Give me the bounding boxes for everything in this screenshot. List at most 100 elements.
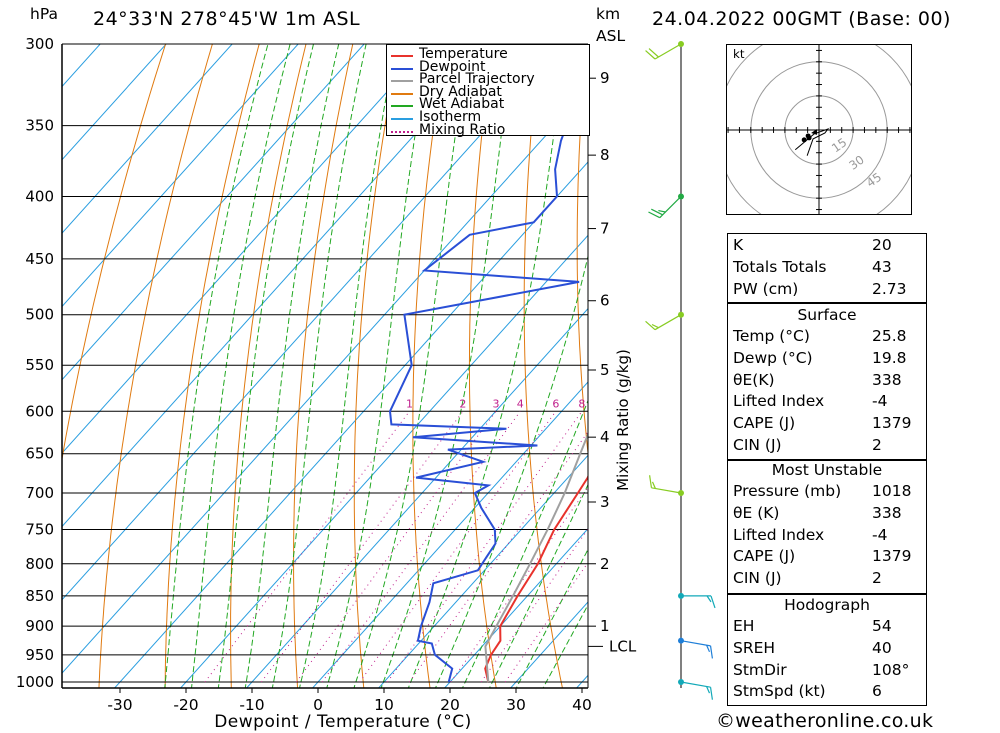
legend-item: Wet Adiabat	[387, 96, 587, 112]
datetime-title: 24.04.2022 00GMT (Base: 00)	[652, 8, 951, 30]
dry-adiabat-line	[353, 44, 401, 688]
mixing-ratio-line	[409, 431, 588, 683]
chart-legend: Temperature Dewpoint Parcel Trajectory Dry …	[386, 44, 590, 138]
isotherm-line	[179, 234, 588, 688]
dry-adiabat-line	[412, 44, 447, 688]
legend-label: Dry Adiabat	[419, 83, 502, 100]
pressure-tick-label: 1000	[16, 673, 54, 691]
index-value: 54	[872, 617, 892, 635]
index-label: StmDir	[733, 660, 787, 679]
isotherm-line	[62, 44, 167, 161]
x-tick-label: 0	[313, 696, 323, 714]
pressure-unit: hPa	[30, 5, 58, 23]
wind-barb-feather	[645, 320, 656, 331]
legend-swatch	[391, 55, 413, 57]
pressure-tick-label: 550	[25, 356, 54, 374]
wind-barb-staff	[654, 43, 682, 60]
legend-swatch	[391, 67, 413, 70]
mixing-ratio-label: 3	[492, 397, 499, 410]
hodograph-indices-title: Hodograph	[784, 596, 870, 614]
isotherm-line	[311, 381, 588, 688]
index-value: 20	[872, 236, 892, 254]
index-label: K	[733, 236, 744, 254]
wind-barb-staff	[651, 487, 682, 494]
indices-top-box	[727, 233, 927, 303]
index-value: 19.8	[872, 348, 907, 367]
pressure-tick-label: 650	[25, 445, 54, 463]
profile-parcel-trajectory	[484, 431, 588, 683]
wind-barb-feather	[651, 208, 663, 216]
wind-barb-column	[645, 41, 716, 700]
index-label: CIN (J)	[733, 436, 782, 454]
most-unstable-title: Most Unstable	[771, 461, 883, 479]
wind-barb-feather	[706, 644, 711, 653]
isotherm-line	[62, 44, 431, 454]
legend-label: Dewpoint	[419, 58, 486, 75]
index-value: 40	[872, 638, 892, 657]
mixing-ratio-line	[480, 528, 588, 683]
lcl-label: LCL	[609, 637, 637, 655]
wet-adiabat-line	[191, 44, 291, 688]
wet-adiabat-line	[326, 44, 431, 688]
credit-text: ©weatheronline.co.uk	[716, 710, 934, 732]
index-label: StmSpd (kt)	[733, 682, 826, 701]
hodograph-unit-label: kt	[733, 47, 745, 61]
location-title: 24°33'N 278°45'W 1m ASL	[93, 8, 361, 30]
profile-temperature	[484, 474, 588, 683]
index-label: Lifted Index	[733, 525, 825, 544]
dry-adiabat-line	[62, 44, 167, 462]
index-value: 25.8	[872, 327, 907, 345]
wind-barb-feather	[651, 481, 656, 489]
wind-barb-staff	[680, 640, 711, 647]
index-label: θE(K)	[733, 370, 775, 389]
legend-label: Temperature	[419, 46, 508, 62]
dry-adiabat-line	[523, 44, 563, 688]
index-value: 108°	[872, 660, 910, 679]
wind-barb-feather	[709, 687, 713, 700]
index-value: 2.73	[872, 279, 907, 298]
pressure-tick-label: 350	[25, 117, 54, 135]
index-label: Lifted Index	[733, 392, 825, 411]
km-tick-label: 3	[600, 493, 610, 511]
index-value: -4	[872, 525, 888, 544]
mixing-ratio-label: 1	[406, 397, 413, 410]
wet-adiabat-line	[515, 548, 588, 688]
wet-adiabat-line	[353, 44, 470, 688]
index-value: 1379	[872, 414, 912, 433]
surface-title: Surface	[797, 306, 857, 324]
legend-swatch	[391, 80, 413, 83]
index-value: 338	[872, 370, 902, 389]
most-unstable-box	[727, 460, 927, 594]
isotherm-line	[62, 44, 101, 88]
wind-barb-staff	[654, 314, 682, 331]
mixing-ratio-label: 6	[552, 397, 559, 410]
x-tick-label: 10	[374, 696, 394, 714]
mixing-ratio-line	[260, 411, 464, 683]
mixing-ratio-label: 4	[517, 397, 524, 410]
index-label: CAPE (J)	[733, 414, 796, 433]
wind-barb-feather	[706, 595, 712, 603]
wind-barb-staff	[659, 196, 682, 219]
pressure-tick-label: 400	[25, 187, 54, 205]
mixing-ratio-axis-label: Mixing Ratio (g/kg)	[614, 349, 632, 491]
hodograph-indices-box	[727, 594, 927, 706]
km-tick-label: 5	[600, 361, 610, 379]
hodograph-storm-arrow	[811, 129, 818, 135]
index-label: SREH	[733, 638, 776, 657]
mixing-ratio-line	[386, 411, 583, 683]
mixing-ratio-label: 10	[596, 397, 610, 410]
km-tick-label: 9	[600, 69, 610, 87]
hodograph-ring-label: 30	[846, 153, 866, 173]
pressure-tick-label: 850	[25, 587, 54, 605]
legend-swatch	[391, 130, 413, 133]
legend-swatch	[391, 92, 413, 95]
mixing-ratio-label: 2	[459, 397, 466, 410]
hodograph-point	[806, 135, 812, 141]
hodograph-ring-label: 15	[829, 135, 849, 155]
wet-adiabat-line	[407, 44, 567, 688]
mixing-ratio-label: 8	[578, 397, 585, 410]
km-tick-label: 6	[600, 292, 610, 310]
wind-barb-staff	[680, 681, 711, 688]
mixing-ratio-line	[359, 411, 557, 683]
